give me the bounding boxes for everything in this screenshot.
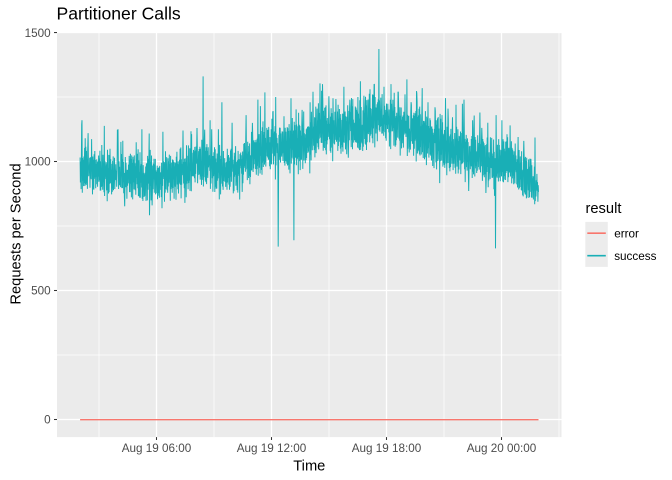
svg-text:0: 0 (44, 414, 51, 427)
svg-text:success: success (614, 250, 656, 263)
svg-text:Aug 19 18:00: Aug 19 18:00 (352, 442, 422, 455)
svg-text:Partitioner Calls: Partitioner Calls (57, 4, 181, 24)
svg-text:result: result (586, 201, 622, 217)
svg-text:1500: 1500 (25, 27, 52, 40)
svg-text:Aug 20 00:00: Aug 20 00:00 (467, 442, 537, 455)
svg-text:Aug 19 12:00: Aug 19 12:00 (237, 442, 307, 455)
svg-text:error: error (614, 227, 639, 240)
svg-text:1000: 1000 (25, 156, 52, 169)
svg-text:500: 500 (31, 285, 51, 298)
svg-text:Time: Time (293, 458, 325, 474)
svg-text:Requests per Second: Requests per Second (8, 163, 24, 304)
svg-text:Aug 19 06:00: Aug 19 06:00 (122, 442, 192, 455)
